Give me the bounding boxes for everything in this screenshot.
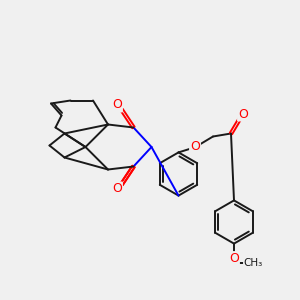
Text: O: O — [112, 98, 122, 112]
Text: O: O — [238, 107, 248, 121]
Text: O: O — [229, 252, 239, 265]
Text: O: O — [190, 140, 200, 154]
Text: CH₃: CH₃ — [244, 258, 263, 268]
Text: O: O — [112, 182, 122, 196]
